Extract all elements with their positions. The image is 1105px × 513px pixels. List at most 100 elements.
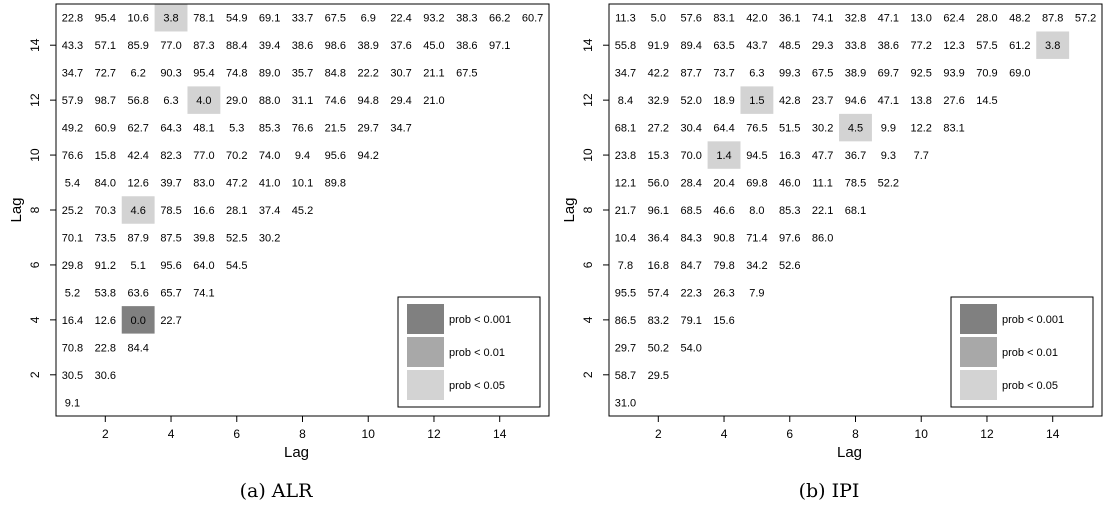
cell-value-label: 77.0 [193, 150, 214, 162]
cell-value-label: 36.7 [845, 150, 866, 162]
y-tick-label: 8 [28, 206, 42, 213]
cell-value-label: 70.1 [62, 232, 83, 244]
cell-value-label: 30.4 [680, 123, 701, 135]
x-tick-label: 12 [427, 427, 441, 441]
y-tick-label: 8 [581, 206, 595, 213]
cell-value-label: 94.2 [358, 150, 379, 162]
cell-value-label: 0.0 [131, 315, 146, 327]
cell-value-label: 91.2 [95, 260, 116, 272]
significant-cell [707, 141, 741, 169]
cell-value-label: 23.7 [812, 95, 833, 107]
cell-value-label: 57.2 [1075, 13, 1096, 25]
cell-value-label: 78.1 [193, 13, 214, 25]
cell-value-label: 87.7 [680, 68, 701, 80]
cell-value-label: 90.3 [160, 68, 181, 80]
chart-caption: (b) IPI [798, 480, 860, 502]
cell-value-label: 61.2 [1009, 40, 1030, 52]
cell-value-label: 88.0 [259, 95, 280, 107]
cell-value-label: 15.6 [713, 315, 734, 327]
cell-value-label: 5.2 [65, 287, 80, 299]
cell-value-label: 74.0 [259, 150, 280, 162]
x-tick-label: 14 [1046, 427, 1060, 441]
cell-value-label: 43.7 [746, 40, 767, 52]
cell-value-label: 51.5 [779, 123, 800, 135]
cell-value-label: 62.4 [943, 13, 964, 25]
cell-value-label: 34.2 [746, 260, 767, 272]
cell-value-label: 34.7 [615, 68, 636, 80]
cell-value-label: 97.1 [489, 40, 510, 52]
cell-value-label: 74.6 [325, 95, 346, 107]
cell-value-label: 38.9 [358, 40, 379, 52]
cell-value-label: 38.6 [456, 40, 477, 52]
cell-value-label: 29.3 [812, 40, 833, 52]
y-tick-label: 12 [581, 93, 595, 107]
legend-swatch [960, 370, 997, 400]
cell-value-label: 32.9 [648, 95, 669, 107]
cell-value-label: 78.5 [160, 205, 181, 217]
cell-value-label: 31.0 [615, 397, 636, 409]
cell-value-label: 77.2 [911, 40, 932, 52]
cell-value-label: 11.1 [812, 178, 833, 190]
cell-value-label: 1.5 [749, 95, 764, 107]
chart-caption: (a) ALR [239, 480, 313, 502]
y-tick-label: 6 [28, 261, 42, 268]
cell-value-label: 22.1 [812, 205, 833, 217]
cell-value-label: 76.6 [62, 150, 83, 162]
cell-value-label: 22.7 [160, 315, 181, 327]
cell-value-label: 16.8 [648, 260, 669, 272]
cell-value-label: 34.7 [390, 123, 411, 135]
cell-value-label: 6.9 [361, 13, 376, 25]
cell-value-label: 11.3 [615, 13, 636, 25]
cell-value-label: 48.2 [1009, 13, 1030, 25]
cell-value-label: 42.0 [746, 13, 767, 25]
cell-value-label: 6.3 [749, 68, 764, 80]
cell-value-label: 20.4 [713, 178, 734, 190]
cell-value-label: 86.5 [615, 315, 636, 327]
y-tick-label: 4 [581, 316, 595, 323]
cell-value-label: 84.0 [95, 178, 116, 190]
cell-value-label: 86.0 [812, 232, 833, 244]
cell-value-label: 56.0 [648, 178, 669, 190]
cell-value-label: 26.3 [713, 287, 734, 299]
cell-value-label: 71.4 [746, 232, 767, 244]
cell-value-label: 62.7 [127, 123, 148, 135]
cell-value-label: 28.0 [976, 13, 997, 25]
cell-value-label: 60.9 [95, 123, 116, 135]
cell-value-label: 50.2 [648, 342, 669, 354]
cell-value-label: 52.0 [680, 95, 701, 107]
cell-value-label: 14.5 [976, 95, 997, 107]
cell-value-label: 73.5 [95, 232, 116, 244]
x-tick-label: 8 [299, 427, 306, 441]
cell-value-label: 29.8 [62, 260, 83, 272]
cell-value-label: 49.2 [62, 123, 83, 135]
cell-value-label: 74.1 [193, 287, 214, 299]
cell-value-label: 7.7 [914, 150, 929, 162]
cell-value-label: 64.3 [160, 123, 181, 135]
y-tick-label: 14 [28, 38, 42, 52]
cell-value-label: 5.0 [651, 13, 666, 25]
legend-label: prob < 0.001 [449, 314, 511, 326]
cell-value-label: 47.2 [226, 178, 247, 190]
cell-value-label: 57.5 [976, 40, 997, 52]
x-tick-label: 2 [655, 427, 662, 441]
cell-value-label: 29.7 [358, 123, 379, 135]
cell-value-label: 3.8 [163, 13, 178, 25]
cell-value-label: 22.3 [680, 287, 701, 299]
cell-value-label: 87.3 [193, 40, 214, 52]
cell-value-label: 38.6 [878, 40, 899, 52]
cell-value-label: 16.4 [62, 315, 83, 327]
cell-value-label: 76.5 [746, 123, 767, 135]
cell-value-label: 4.5 [848, 123, 863, 135]
cell-value-label: 83.0 [193, 178, 214, 190]
cell-value-label: 21.5 [325, 123, 346, 135]
cell-value-label: 33.7 [292, 13, 313, 25]
cell-value-label: 10.4 [615, 232, 636, 244]
heatmap-panel-ipi: 11.3 5.0 57.6 83.1 42.0 36.1 74.1 32.8 47.1 13.0 6… [553, 0, 1105, 513]
legend-swatch [407, 304, 444, 334]
cell-value-label: 25.2 [62, 205, 83, 217]
y-tick-label: 2 [28, 371, 42, 378]
cell-value-label: 79.1 [680, 315, 701, 327]
cell-value-label: 5.3 [229, 123, 244, 135]
cell-value-label: 1.4 [716, 150, 731, 162]
cell-value-label: 54.9 [226, 13, 247, 25]
